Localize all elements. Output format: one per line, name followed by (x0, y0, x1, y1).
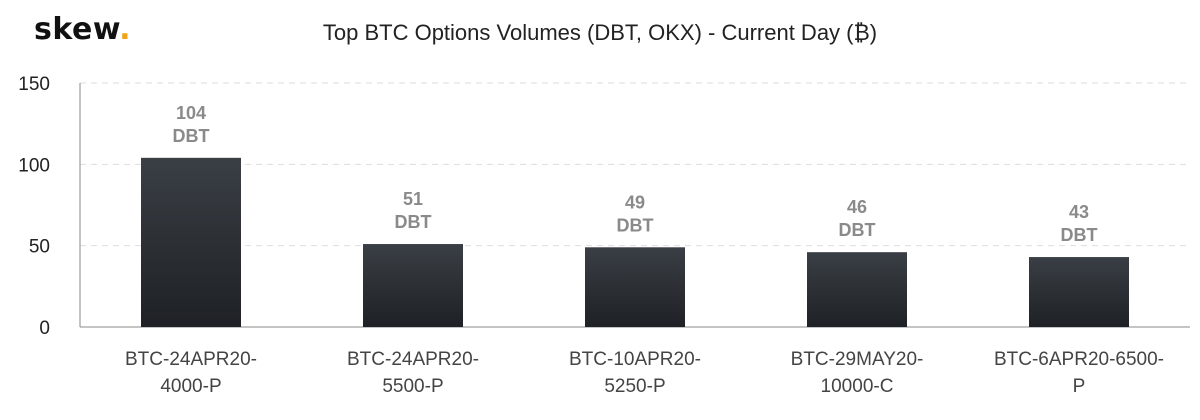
chart-title-text: Top BTC Options Volumes (DBT, OKX) - Cur… (322, 20, 878, 45)
y-tick-label: 150 (18, 74, 50, 95)
logo-text: skew (34, 12, 120, 47)
x-tick-label: BTC-6APR20-6500- (994, 349, 1164, 370)
data-label-value: 104 (176, 103, 206, 123)
logo-dot: . (119, 12, 132, 47)
data-label-value: 51 (403, 189, 423, 209)
chart-title: Top BTC Options Volumes (DBT, OKX) - Cur… (0, 20, 1200, 46)
data-label-unit: DBT (395, 212, 432, 232)
data-label-value: 49 (625, 192, 645, 212)
x-tick-label: P (1073, 376, 1086, 397)
x-tick-label: BTC-24APR20- (125, 349, 257, 370)
bars (141, 157, 1129, 327)
gridlines (80, 82, 1190, 247)
bar (363, 244, 463, 327)
data-label-unit: DBT (173, 126, 210, 146)
x-tick-label: 5500-P (382, 376, 443, 397)
x-tick-label: BTC-24APR20- (347, 349, 479, 370)
y-tick-label: 50 (29, 237, 50, 258)
data-label-value: 46 (847, 197, 867, 217)
x-tick-labels: BTC-24APR20- 4000-P BTC-24APR20- 5500-P BTC-… (125, 349, 1164, 397)
x-tick-label: 5250-P (604, 376, 665, 397)
data-label-value: 43 (1069, 202, 1089, 222)
y-tick-label: 0 (39, 318, 50, 339)
bar (585, 247, 685, 327)
bar (141, 157, 241, 327)
bar (1029, 257, 1129, 327)
y-tick-labels: 0 50 100 150 (18, 74, 50, 339)
data-label-unit: DBT (839, 220, 876, 240)
data-labels: 104 DBT 51 DBT 49 DBT 46 DBT 43 DBT (173, 103, 1098, 245)
data-label-unit: DBT (617, 215, 654, 235)
skew-logo: skew. (34, 12, 131, 47)
x-tick-label: BTC-29MAY20- (791, 349, 924, 370)
y-tick-label: 100 (18, 155, 50, 176)
x-tick-label: 4000-P (160, 376, 221, 397)
bar (807, 252, 907, 327)
data-label-unit: DBT (1061, 225, 1098, 245)
x-tick-label: 10000-C (821, 376, 894, 397)
x-tick-label: BTC-10APR20- (569, 349, 701, 370)
